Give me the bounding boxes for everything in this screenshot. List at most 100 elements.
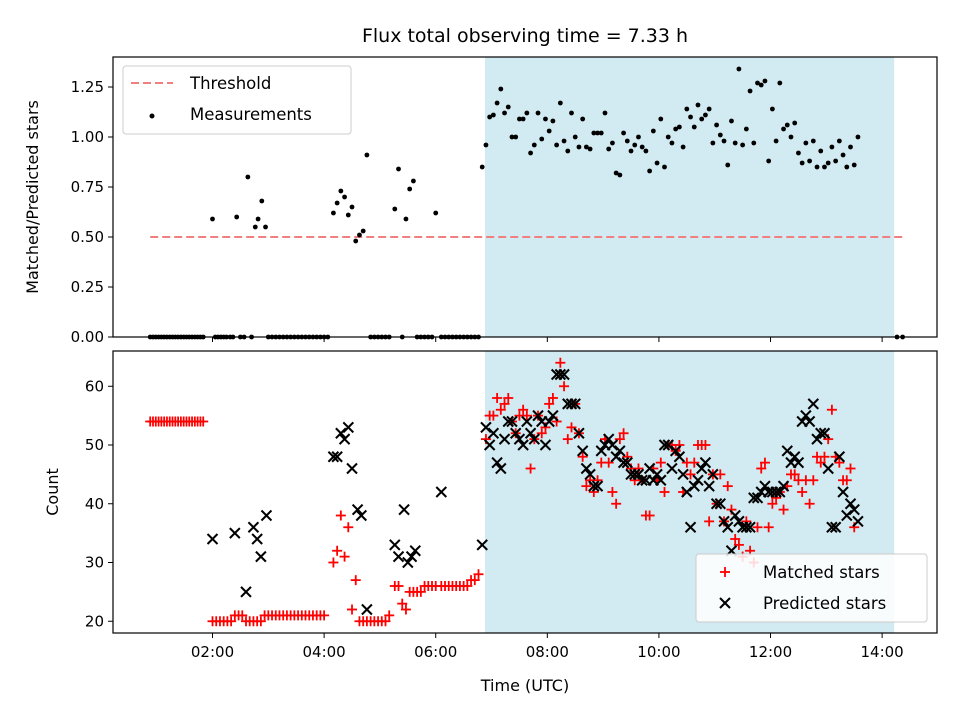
- predicted-star-point: [547, 409, 559, 422]
- matched-star-point: [763, 522, 774, 533]
- predicted-star-point: [822, 462, 834, 475]
- bottom-x-tick-label: 12:00: [749, 643, 792, 661]
- matched-star-point: [778, 504, 789, 515]
- matched-star-point: [547, 393, 558, 403]
- measurement-point: [252, 224, 258, 230]
- predicted-star-point: [509, 427, 522, 439]
- measurement-point: [766, 158, 772, 164]
- measurement-point: [572, 134, 578, 140]
- legend-matched-swatch: [720, 567, 730, 577]
- predicted-star-point: [673, 451, 686, 463]
- predicted-star-point: [392, 550, 405, 563]
- predicted-star-point: [229, 527, 241, 539]
- measurement-point: [517, 116, 522, 122]
- matched-star-point: [347, 604, 358, 615]
- matched-star-point: [335, 510, 346, 521]
- predicted-star-point: [666, 462, 678, 475]
- bottom-x-tick-label: 04:00: [302, 643, 345, 661]
- predicted-star-point: [617, 456, 630, 469]
- measurement-point: [342, 194, 347, 200]
- matched-star-point: [499, 398, 510, 409]
- measurement-point: [788, 134, 794, 140]
- predicted-star-point: [807, 398, 820, 410]
- measurement-point: [569, 110, 574, 116]
- top-highlight-span: [485, 57, 895, 337]
- predicted-star-point: [815, 427, 827, 439]
- matched-star-point: [603, 457, 614, 468]
- matched-star-point: [659, 487, 670, 497]
- predicted-star-point: [491, 456, 503, 469]
- matched-star-point: [789, 469, 800, 480]
- measurement-point: [613, 170, 619, 176]
- measurement-point: [814, 164, 820, 170]
- bottom-y-axis-label: Count: [43, 468, 62, 516]
- predicted-star-point: [781, 445, 793, 457]
- matched-star-point: [462, 581, 473, 591]
- predicted-star-point: [681, 486, 693, 498]
- predicted-star-point: [844, 498, 857, 510]
- predicted-star-point: [588, 480, 600, 492]
- matched-star-point: [562, 434, 573, 445]
- matched-star-point: [815, 457, 826, 468]
- matched-star-point: [521, 410, 532, 421]
- predicted-star-point: [398, 503, 410, 516]
- measurement-point: [349, 204, 355, 210]
- measurement-point: [498, 86, 504, 92]
- measurement-point: [762, 78, 768, 84]
- legend-predicted-marker: [719, 597, 731, 609]
- matched-star-point: [198, 416, 209, 427]
- measurement-point: [773, 138, 779, 144]
- legend-matched-marker: [720, 567, 730, 577]
- predicted-star-point: [818, 427, 831, 439]
- matched-star-point: [715, 469, 726, 480]
- bottom-y-tick-label: 20: [85, 612, 104, 630]
- predicted-star-point: [483, 439, 496, 451]
- measurement-point: [210, 216, 215, 222]
- predicted-star-point: [692, 474, 704, 486]
- predicted-star-point: [335, 427, 347, 439]
- measurement-point: [557, 100, 563, 106]
- top-panel: 0.00 0.25 0.50 0.75 1.00 1.25 Flux total obse…: [23, 25, 938, 346]
- top-y-ticks: 0.00 0.25 0.50 0.75 1.00 1.25: [71, 78, 113, 346]
- predicted-star-point: [729, 509, 741, 522]
- predicted-star-point: [405, 550, 418, 563]
- predicted-star-point: [554, 368, 567, 381]
- predicted-star-point: [621, 456, 634, 469]
- measurement-point: [758, 82, 764, 88]
- predicted-star-point: [331, 451, 343, 463]
- measurement-point: [520, 116, 526, 122]
- measurement-point: [710, 140, 716, 146]
- predicted-star-point: [513, 433, 526, 445]
- measurement-point: [658, 116, 664, 122]
- predicted-star-point: [576, 445, 589, 457]
- matched-star-point: [730, 534, 741, 544]
- top-legend: Threshold Measurements: [122, 65, 352, 135]
- predicted-star-point: [748, 492, 760, 504]
- predicted-star-point: [606, 439, 619, 451]
- matched-star-point: [700, 440, 711, 450]
- measurement-point: [818, 148, 824, 154]
- measurement-point: [392, 206, 398, 212]
- measurement-point: [487, 114, 493, 120]
- predicted-star-point: [338, 433, 351, 445]
- matched-star-point: [722, 481, 733, 492]
- predicted-star-point: [517, 439, 529, 451]
- measurement-point: [587, 146, 593, 152]
- predicted-star-point: [643, 462, 656, 475]
- measurement-point: [703, 112, 708, 118]
- matched-star-point: [339, 551, 350, 562]
- measurement-point: [714, 122, 719, 128]
- predicted-star-point: [677, 468, 689, 481]
- measurement-point: [736, 66, 742, 72]
- matched-star-point: [845, 463, 856, 474]
- measurement-point: [546, 128, 552, 134]
- legend-matched-label: Matched stars: [763, 563, 880, 582]
- predicted-star-point: [487, 427, 500, 439]
- matched-star-point: [704, 516, 715, 527]
- matched-star-point: [536, 428, 547, 439]
- measurement-point: [717, 132, 723, 138]
- measurement-point: [505, 104, 511, 110]
- matched-star-point: [495, 404, 506, 415]
- predicted-star-point: [759, 480, 771, 492]
